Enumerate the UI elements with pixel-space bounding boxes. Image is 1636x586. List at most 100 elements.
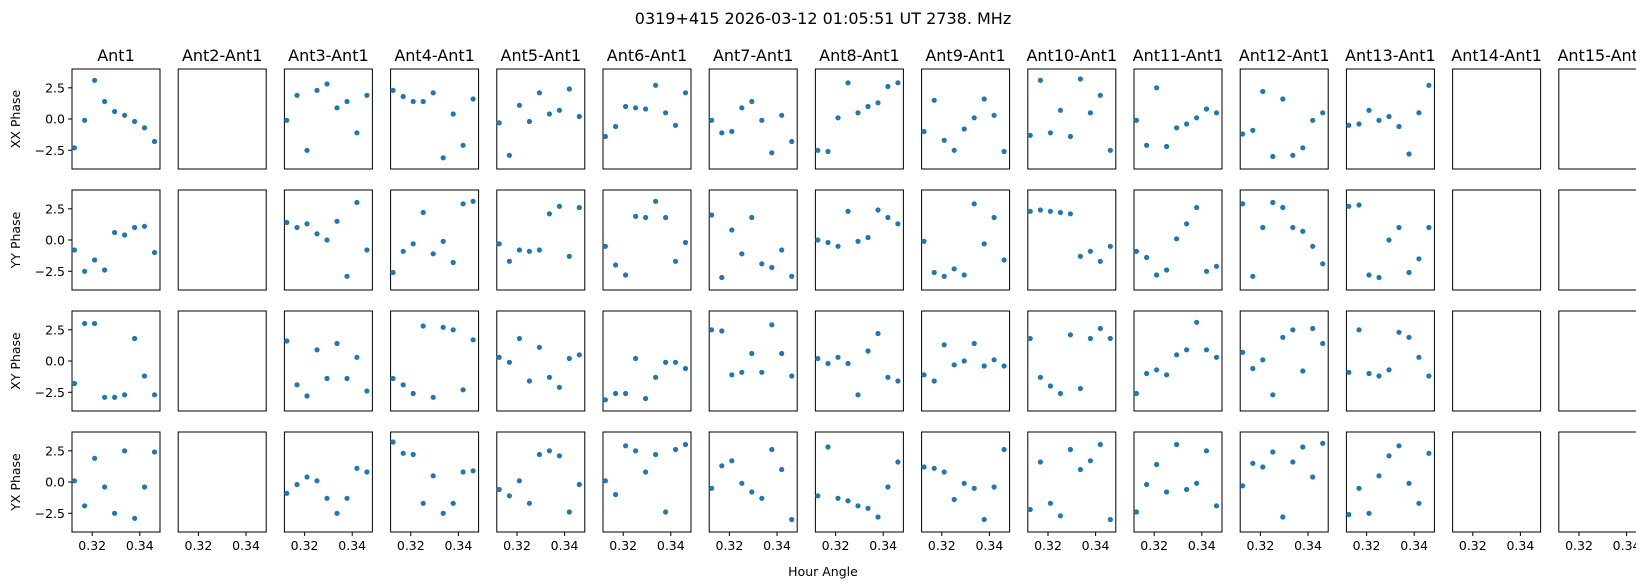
data-point: [749, 214, 755, 221]
panel-r1-c2: [177, 68, 267, 170]
panel-frame: [390, 189, 480, 291]
data-point: [1310, 325, 1316, 332]
data-point: [672, 359, 679, 365]
data-point: [71, 247, 77, 253]
y-tick-label: 0.0: [45, 233, 65, 248]
data-point: [334, 218, 340, 224]
data-point: [875, 330, 881, 337]
data-point: [420, 323, 426, 329]
data-point: [1184, 486, 1190, 493]
data-point: [1194, 480, 1200, 486]
data-point: [1416, 110, 1422, 116]
data-point: [885, 374, 891, 380]
data-point: [941, 137, 947, 143]
data-point: [82, 117, 88, 123]
y-tick-label: 2.5: [45, 322, 65, 337]
panel-frame: [1558, 310, 1636, 412]
data-point: [1067, 332, 1073, 338]
data-point: [1406, 480, 1412, 486]
panel-r2-c8: [814, 189, 904, 291]
x-tick-label: 0.34: [1400, 538, 1428, 553]
data-point: [845, 360, 851, 367]
data-point: [132, 335, 138, 342]
data-point: [470, 337, 476, 343]
data-point: [344, 375, 350, 382]
data-point: [759, 495, 765, 501]
data-point: [536, 344, 543, 350]
panel-frame: [71, 431, 161, 533]
data-point: [789, 516, 795, 523]
data-point: [536, 247, 543, 253]
data-point: [1194, 115, 1200, 121]
data-point: [961, 358, 967, 364]
panel-frame: [1027, 310, 1117, 412]
data-point: [496, 241, 502, 247]
data-point: [613, 123, 619, 130]
panel-r4-c5: 0.32 0.34: [496, 431, 586, 553]
x-tick-label: 0.32: [822, 538, 850, 553]
panel-frame: [1133, 68, 1223, 170]
data-point: [450, 259, 456, 266]
data-point: [1240, 483, 1246, 489]
data-point: [122, 448, 128, 454]
data-point: [460, 387, 466, 393]
data-point: [1260, 464, 1266, 470]
panel-r3-c3: [283, 310, 373, 412]
data-point: [1260, 88, 1266, 95]
data-point: [1300, 145, 1306, 151]
data-point: [1144, 370, 1150, 377]
panel-r4-c7: 0.32 0.34: [708, 431, 798, 553]
data-point: [1300, 228, 1306, 234]
data-point: [112, 394, 118, 400]
data-point: [334, 510, 340, 516]
data-point: [284, 117, 290, 123]
panel-frame: [1558, 189, 1636, 291]
x-tick-label: 0.34: [1082, 538, 1110, 553]
data-point: [1346, 369, 1352, 375]
panel-frame: [177, 431, 267, 533]
data-point: [546, 111, 553, 117]
panel-frame: [283, 431, 373, 533]
data-point: [971, 485, 977, 491]
panel-frame: [1558, 431, 1636, 533]
data-point: [1426, 82, 1432, 88]
data-point: [566, 86, 572, 92]
panel-r2-c14: [1452, 189, 1542, 291]
data-point: [1047, 130, 1053, 136]
data-point: [1097, 441, 1103, 448]
x-tick-label: 0.34: [975, 538, 1003, 553]
panel-frame: [1345, 68, 1435, 170]
data-point: [769, 150, 775, 156]
data-point: [450, 500, 456, 506]
data-point: [460, 201, 466, 207]
panel-frame: [1452, 431, 1542, 533]
data-point: [1037, 77, 1043, 83]
panel-r2-c9: [921, 189, 1011, 291]
data-point: [1154, 367, 1160, 373]
data-point: [1027, 132, 1033, 138]
data-point: [1057, 390, 1063, 397]
data-point: [1270, 199, 1276, 206]
data-point: [729, 372, 735, 378]
data-point: [1203, 448, 1210, 454]
data-point: [643, 469, 649, 475]
data-point: [779, 466, 785, 473]
data-point: [1107, 335, 1113, 342]
panel-frame: [814, 431, 904, 533]
data-point: [1107, 243, 1113, 249]
data-point: [865, 505, 871, 511]
data-point: [1386, 367, 1392, 373]
data-point: [845, 80, 851, 86]
data-point: [749, 350, 755, 357]
data-point: [294, 382, 300, 388]
data-point: [1290, 152, 1296, 158]
data-point: [420, 98, 426, 105]
data-point: [556, 384, 563, 390]
data-point: [1077, 76, 1083, 82]
data-point: [1027, 506, 1033, 513]
x-tick-label: 0.32: [291, 538, 319, 553]
data-point: [71, 145, 77, 151]
data-point: [991, 357, 997, 363]
panel-frame: [1452, 189, 1542, 291]
